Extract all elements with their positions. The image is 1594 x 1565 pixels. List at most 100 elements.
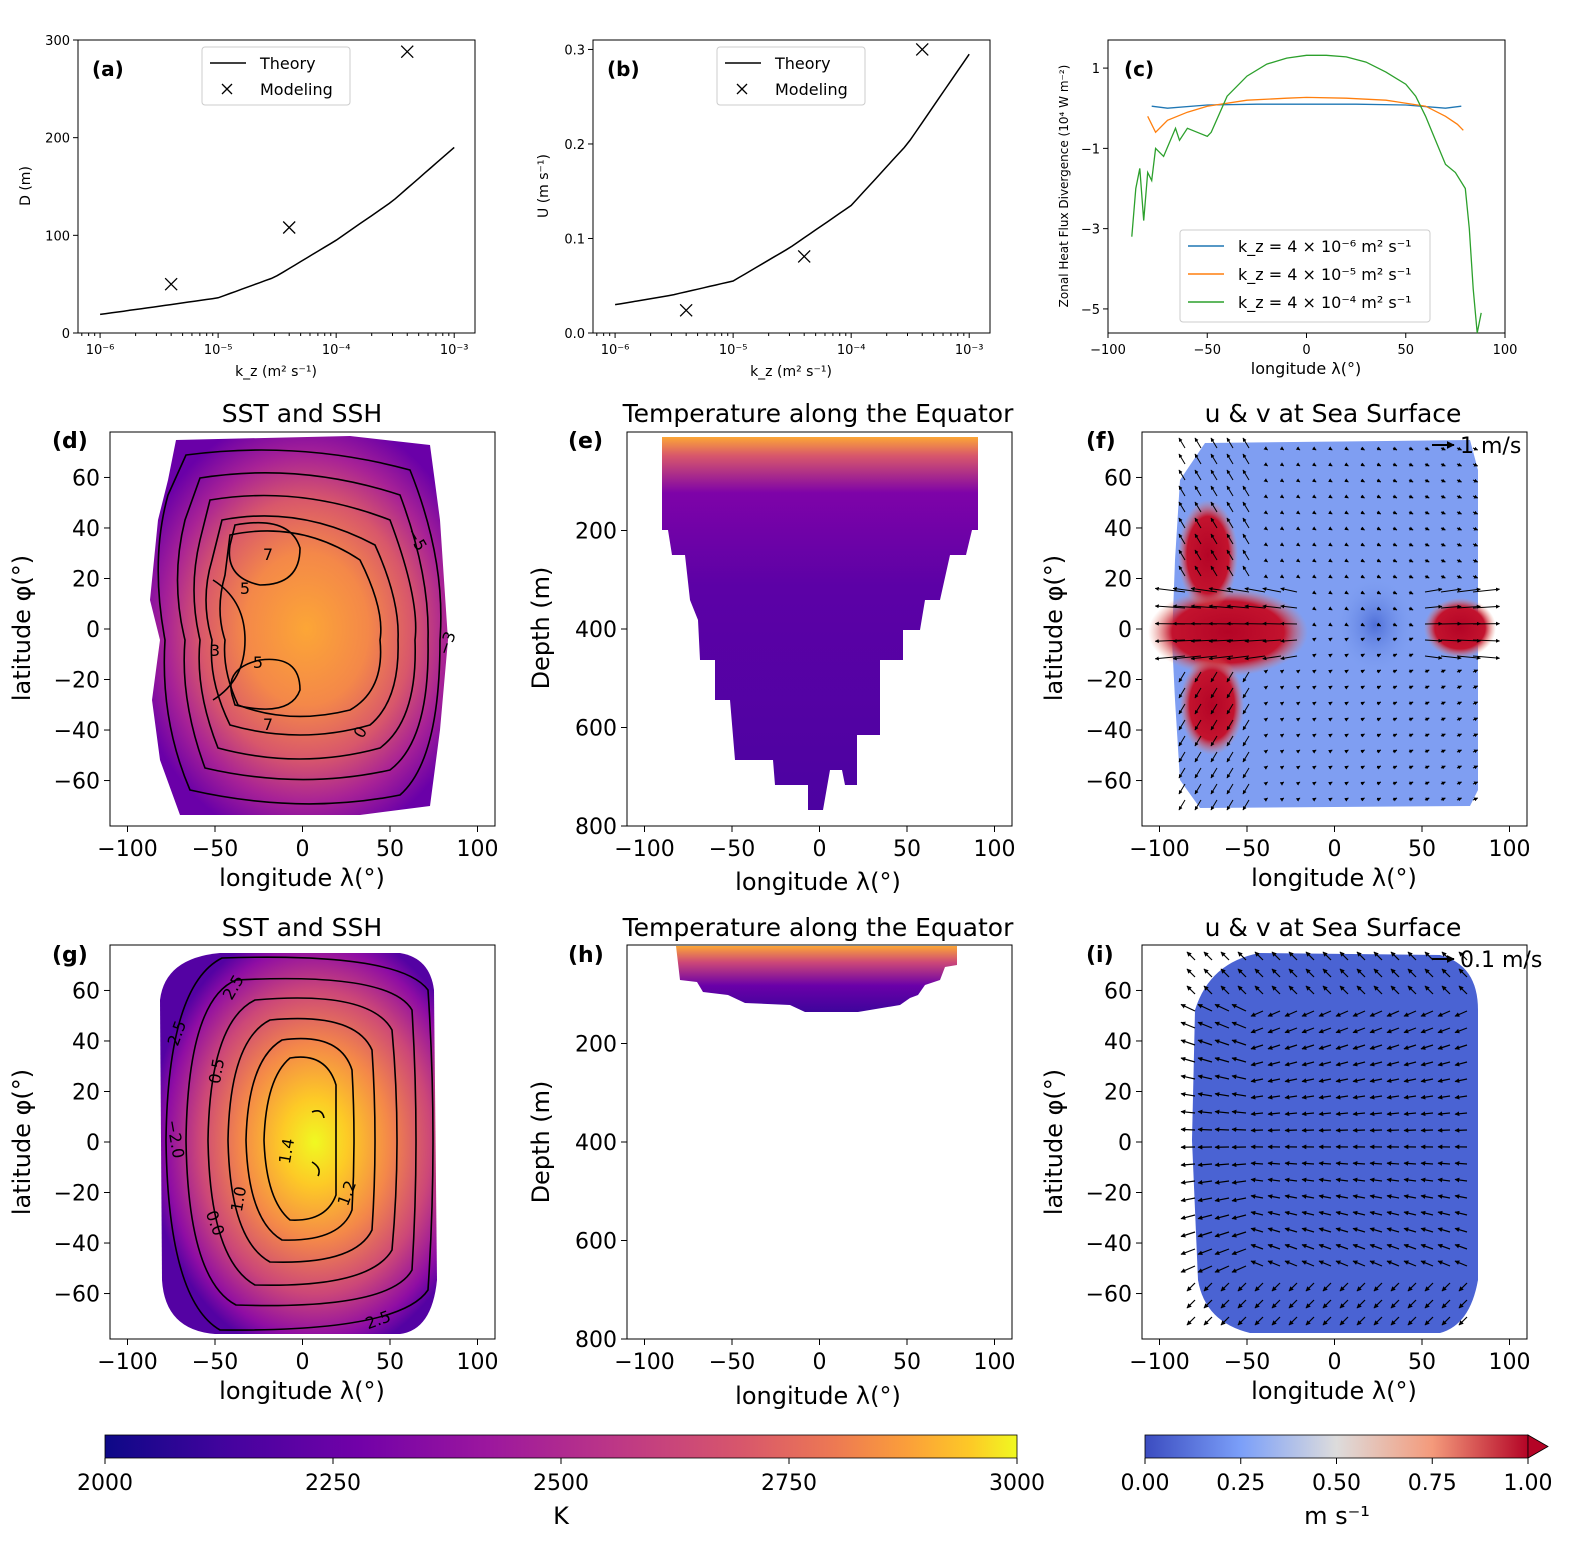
quiver-arrow-f (1392, 606, 1398, 611)
quiver-arrow-f (1263, 781, 1268, 786)
quiver-arrow-f (1295, 446, 1301, 451)
quiver-arrow-f (1472, 765, 1479, 770)
quiver-arrow-f (1328, 446, 1333, 451)
quiver-arrow-f (1408, 462, 1414, 467)
quiver-arrow-f (1360, 717, 1365, 722)
quiver-arrow-i (1454, 1027, 1468, 1034)
quiver-arrow-i (1254, 985, 1264, 995)
quiver-arrow-f (1344, 574, 1349, 579)
quiver-arrow-i (1203, 1316, 1213, 1326)
quiver-arrow-i (1420, 1010, 1434, 1017)
quiver-arrow-i (1339, 1282, 1349, 1292)
quiver-arrow-i (1335, 1227, 1349, 1233)
quiver-arrow-i (1301, 1177, 1315, 1183)
quiver-arrow-i (1271, 968, 1281, 978)
quiver-arrow-f (1178, 565, 1186, 577)
quiver-arrow-i (1356, 951, 1366, 961)
quiver-arrow-i (1339, 985, 1349, 995)
quiver-arrow-f (1178, 533, 1186, 545)
quiver-arrow-f (1376, 733, 1382, 738)
quiver-arrow-f (1328, 478, 1333, 483)
xtick-label-g: −50 (192, 1350, 238, 1375)
quiver-arrow-i (1441, 1299, 1451, 1309)
colorbar-tick-label: 0.00 (1121, 1471, 1170, 1496)
quiver-arrow-i (1301, 1078, 1315, 1083)
quiver-arrow-f (1392, 542, 1398, 547)
ylabel-f: latitude φ(°) (1040, 555, 1068, 701)
quiver-arrow-i (1305, 985, 1315, 995)
quiver-arrow-f (1392, 717, 1398, 722)
quiver-arrow-f (1312, 701, 1317, 706)
quiver-arrow-i (1386, 1243, 1400, 1250)
quiver-arrow-i (1231, 1074, 1247, 1080)
quiver-arrow-f (1472, 638, 1500, 643)
quiver-arrow-f (1178, 517, 1186, 529)
quiver-arrow-f (1328, 637, 1333, 642)
quiver-arrow-i (1403, 1027, 1417, 1034)
ytick-label-e: 200 (575, 520, 617, 545)
quiver-arrow-i (1254, 1299, 1264, 1309)
quiver-arrow-i (1237, 968, 1247, 978)
legend-modeling-a: Modeling (260, 80, 333, 99)
quiver-arrow-f (1360, 494, 1365, 499)
quiver-arrow-i (1352, 1044, 1366, 1050)
quiver-arrow-f (1408, 733, 1414, 738)
ylabel-a: D (m) (18, 166, 34, 206)
quiver-arrow-i (1386, 1111, 1400, 1117)
quiver-arrow-i (1237, 951, 1247, 961)
quiver-arrow-i (1373, 968, 1383, 978)
quiver-arrow-f (1194, 517, 1202, 529)
quiver-arrow-i (1403, 1243, 1417, 1250)
ytick-label-g: −60 (54, 1283, 100, 1308)
quiver-arrow-i (1231, 1092, 1247, 1097)
quiver-arrow-i (1250, 1061, 1264, 1067)
quiver-arrow-f (1360, 749, 1365, 754)
quiver-arrow-i (1403, 1061, 1417, 1067)
quiver-arrow-f (1456, 685, 1462, 690)
quiver-arrow-i (1335, 1111, 1349, 1117)
ytick-label-d: −20 (54, 669, 100, 694)
quiver-arrow-i (1231, 1056, 1247, 1063)
legend-a: Theory Modeling (201, 46, 351, 106)
quiver-arrow-i (1407, 1316, 1417, 1326)
western-jet-f (1148, 588, 1308, 676)
series-line-kz=4e-4 (1131, 54, 1482, 334)
quiver-arrow-f (1376, 765, 1382, 770)
quiver-arrow-f (1376, 797, 1382, 802)
quiver-arrow-f (1190, 639, 1218, 644)
quiver-arrow-f (1178, 767, 1186, 779)
ssh-contours-g (165, 956, 434, 1331)
quiver-arrow-f (1456, 478, 1462, 483)
quiver-arrow-i (1186, 968, 1196, 978)
quiver-arrow-i (1231, 1127, 1247, 1132)
ytick-label-b: 0.3 (564, 43, 585, 58)
ytick-label-h: 600 (575, 1230, 617, 1255)
quiver-arrow-f (1210, 735, 1218, 747)
quiver-arrow-i (1369, 1161, 1383, 1166)
quiver-arrow-i (1214, 1056, 1230, 1063)
quiver-arrow-i (1267, 1010, 1281, 1017)
quiver-arrow-f (1424, 494, 1430, 499)
quiver-arrow-f (1408, 781, 1414, 786)
quiver-arrow-i (1301, 1161, 1315, 1166)
quiver-arrow-f (1328, 542, 1333, 547)
panel-label-g: (g) (52, 943, 88, 968)
quiver-arrow-i (1373, 951, 1383, 961)
panel-label-f: (f) (1086, 429, 1116, 454)
quiver-arrow-i (1267, 1210, 1281, 1216)
quiver-arrow-f (1344, 494, 1349, 499)
quiver-arrow-f (1408, 558, 1414, 563)
quiver-arrow-f (1244, 604, 1266, 609)
quiver-arrow-f (1344, 446, 1349, 451)
quiver-arrow-i (1339, 1299, 1349, 1309)
quiver-arrow-i (1197, 1265, 1213, 1273)
quiver-arrow-f (1226, 751, 1234, 763)
quiver-arrow-f (1360, 653, 1365, 658)
quiver-arrow-f (1328, 669, 1333, 674)
quiver-arrow-i (1407, 968, 1417, 978)
quiver-arrow-i (1284, 1027, 1298, 1034)
quiver-arrow-i (1352, 1260, 1366, 1267)
quiver-arrow-i (1335, 1194, 1349, 1199)
quiver-arrow-f (1376, 526, 1382, 531)
quiver-arrow-f (1210, 703, 1218, 715)
